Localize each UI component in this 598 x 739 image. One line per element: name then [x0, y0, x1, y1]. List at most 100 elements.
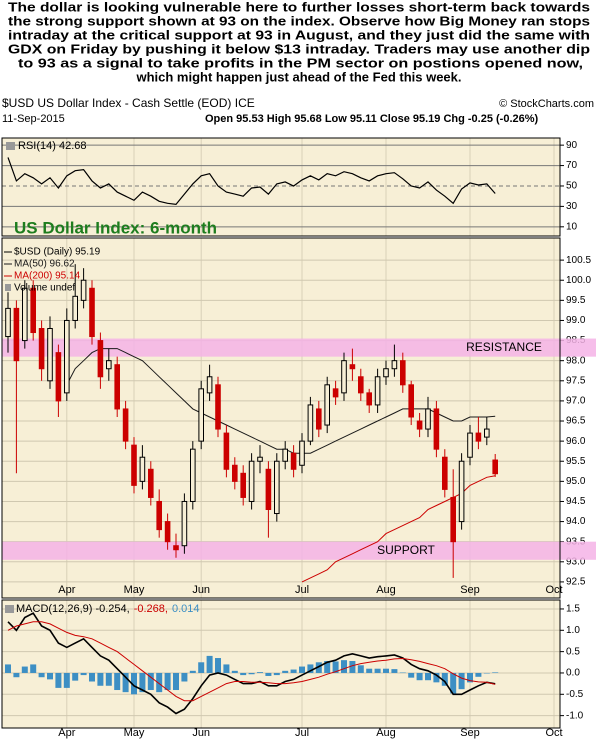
histogram-bar [399, 672, 406, 674]
x-tick-label: Oct [545, 584, 562, 596]
candle-body [400, 360, 406, 386]
histogram-bar [324, 661, 331, 673]
legend-label: $USD (Daily) 95.19 [14, 247, 101, 258]
candle-body [106, 360, 112, 370]
candle-body [290, 452, 297, 470]
candle-body [114, 364, 121, 410]
candle-body [89, 287, 95, 338]
histogram-bar [30, 664, 37, 673]
candle-body [492, 459, 498, 475]
histogram-bar [89, 672, 95, 682]
candle-body [316, 408, 322, 430]
candle-body [475, 432, 482, 442]
histogram-bar [349, 661, 356, 673]
band-label: SUPPORT [377, 543, 435, 557]
panel-label-part: -0.268, [134, 603, 168, 615]
y-tick-label: 97.0 [566, 396, 586, 407]
symbol-title: $USD US Dollar Index - Cash Settle (EOD)… [2, 96, 255, 110]
candle-body [30, 287, 36, 334]
panel-label-part: 0.014 [172, 603, 200, 615]
candle-body [122, 408, 129, 442]
y-tick-label: 92.5 [566, 577, 586, 588]
histogram-bar [248, 672, 255, 675]
candle-body [64, 319, 70, 394]
candle-body [148, 468, 154, 498]
y-tick-label: 95.0 [566, 476, 586, 487]
candle-body [190, 448, 196, 502]
candle-body [366, 392, 372, 406]
candle-body [433, 408, 440, 450]
y-tick-label: 0.5 [566, 646, 580, 657]
histogram-bar [383, 668, 389, 673]
histogram-bar [467, 672, 473, 683]
histogram-bar [290, 669, 297, 673]
histogram-bar [97, 672, 104, 686]
y-tick-label: 50 [566, 181, 578, 192]
candle-body [215, 384, 221, 430]
legend-swatch [6, 142, 15, 150]
histogram-bar [139, 672, 146, 693]
histogram-bar [408, 672, 415, 678]
panel-border [1, 237, 561, 599]
histogram-bar [105, 672, 112, 686]
panel-border [1, 599, 561, 729]
x-tick-label: Jun [192, 727, 210, 739]
histogram-bar [315, 662, 322, 673]
histogram-bar [63, 672, 70, 688]
candle-body [274, 460, 280, 515]
candle-body [374, 376, 381, 406]
legend-swatch [5, 284, 11, 291]
histogram-bar [131, 672, 137, 695]
candle-body [80, 279, 87, 301]
candle-body [341, 360, 347, 394]
legend-swatch [5, 605, 14, 613]
histogram-bar [72, 672, 79, 681]
histogram-bar [164, 672, 171, 691]
candle-body [5, 307, 11, 338]
panel-border [1, 137, 561, 237]
candle-body [416, 420, 423, 430]
histogram-bar [173, 672, 179, 691]
panel-label: RSI(14) 42.68 [18, 140, 86, 152]
panel-background [2, 138, 560, 236]
band [2, 338, 596, 357]
quote-date: 11-Sep-2015 [2, 113, 65, 125]
macd-line [7, 612, 496, 715]
histogram-bar [21, 666, 28, 673]
x-tick-label: Jul [295, 727, 309, 739]
candle-body [248, 460, 255, 502]
annotation-line: intraday at the critical support at 93 i… [8, 27, 590, 42]
histogram-bar [425, 672, 431, 681]
y-tick-label: 99.5 [566, 295, 586, 306]
band [2, 541, 596, 560]
candle-body [206, 376, 213, 394]
x-tick-label: Apr [58, 727, 75, 739]
y-tick-label: 96.5 [566, 416, 586, 427]
candle-body [383, 368, 389, 378]
y-tick-label: 30 [566, 201, 578, 212]
candle-body [223, 432, 230, 470]
annotation-line: which might happen just ahead of the Fed… [135, 69, 461, 84]
candle-body [72, 295, 79, 321]
histogram-bar [122, 672, 129, 693]
y-tick-label: 94.0 [566, 516, 586, 527]
x-tick-label: Sep [460, 584, 480, 596]
legend-label: MA(200) 95.14 [14, 271, 81, 282]
x-tick-label: Aug [376, 584, 396, 596]
histogram-bar [80, 672, 87, 676]
candle-body [425, 408, 431, 430]
candle-body [47, 328, 53, 382]
y-tick-label: 93.0 [566, 556, 586, 567]
histogram-bar [206, 655, 213, 673]
candle-body [265, 468, 272, 511]
x-tick-label: Sep [460, 727, 480, 739]
histogram-bar [47, 672, 53, 680]
y-tick-label: 98.0 [566, 355, 586, 366]
x-tick-label: Jun [192, 584, 210, 596]
candle-body [13, 307, 20, 362]
candle-body [299, 440, 305, 466]
histogram-bar [231, 670, 238, 673]
histogram-bar [223, 664, 230, 673]
